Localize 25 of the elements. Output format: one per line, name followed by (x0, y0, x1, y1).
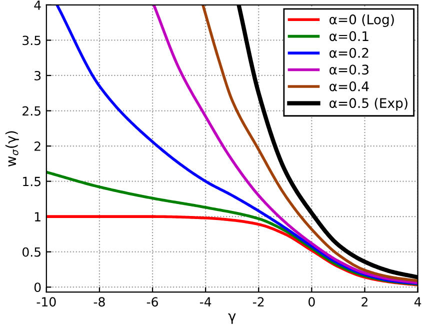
x-tick-label: -6 (146, 297, 158, 307)
legend-label: α=0.1 (330, 31, 368, 42)
x-tick-label: -10 (36, 297, 56, 307)
y-tick-label: 0 (34, 282, 41, 292)
legend-label: α=0.2 (330, 48, 368, 58)
x-tick-label: 0 (308, 297, 315, 307)
y-tick-label: 2.5 (22, 106, 40, 116)
x-tick-label: 4 (414, 297, 422, 306)
y-tick-label: 4 (34, 0, 41, 10)
legend-label: α=0 (Log) (330, 14, 394, 27)
y-tick-label: 1.5 (23, 176, 40, 186)
y-tick-label: 1 (34, 212, 40, 222)
x-tick-label: -2 (253, 297, 264, 306)
x-tick-label: -8 (94, 297, 105, 307)
legend-label: α=0.3 (330, 64, 368, 75)
y-tick-label: 3.5 (22, 36, 40, 46)
x-tick-label: 2 (362, 297, 368, 306)
legend-label: α=0.5 (Exp) (330, 98, 408, 111)
x-tick-label: -4 (200, 297, 212, 306)
x-axis-title: γ (228, 313, 236, 324)
y-axis-title: w$_{σ}$(γ) (5, 131, 19, 167)
y-tick-label: 2 (34, 142, 40, 151)
y-tick-label: 3 (34, 70, 41, 80)
legend-label: α=0.4 (330, 81, 369, 92)
y-tick-label: 0.5 (22, 247, 40, 257)
